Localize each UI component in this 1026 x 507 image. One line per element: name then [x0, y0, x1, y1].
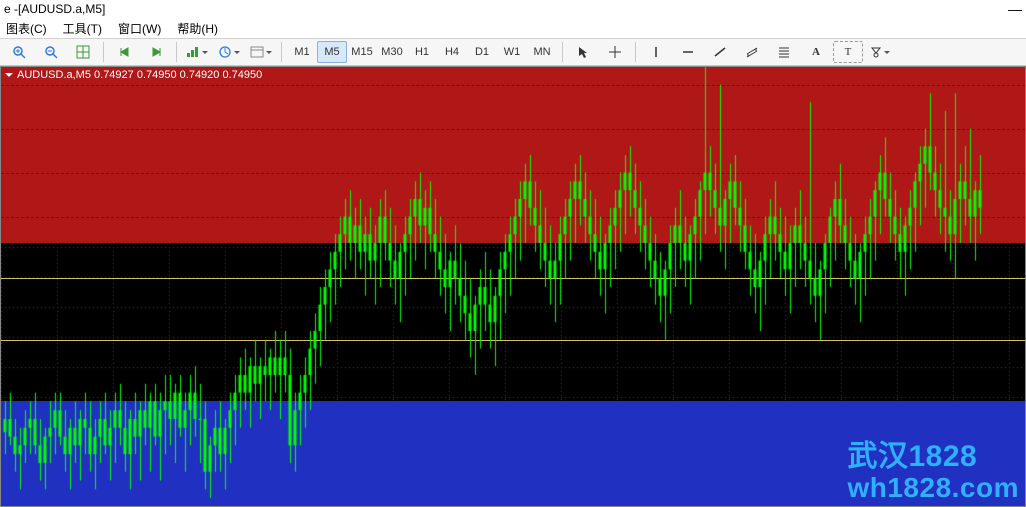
separator [176, 42, 177, 62]
grid-button[interactable] [68, 41, 98, 63]
text-a-button[interactable]: A [801, 41, 831, 63]
period-dropdown[interactable] [214, 41, 244, 63]
zoom-out-button[interactable] [36, 41, 66, 63]
separator [562, 42, 563, 62]
chart-title: AUDUSD.a,M5 0.74927 0.74950 0.74920 0.74… [5, 69, 262, 81]
objects-dropdown[interactable] [865, 41, 895, 63]
menu-help[interactable]: 帮助(H) [177, 20, 218, 37]
timeframe-d1[interactable]: D1 [467, 41, 497, 63]
template-dropdown[interactable] [246, 41, 276, 63]
chart-menu-icon[interactable] [5, 73, 13, 81]
menu-chart[interactable]: 图表(C) [6, 20, 47, 37]
timeframe-h4[interactable]: H4 [437, 41, 467, 63]
separator [281, 42, 282, 62]
step-back-button[interactable] [109, 41, 139, 63]
separator [103, 42, 104, 62]
timeframe-w1[interactable]: W1 [497, 41, 527, 63]
timeframe-m1[interactable]: M1 [287, 41, 317, 63]
chart-area[interactable]: AUDUSD.a,M5 0.74927 0.74950 0.74920 0.74… [0, 66, 1026, 507]
title-text: [AUDUSD.a,M5] [18, 2, 105, 16]
watermark-line2: wh1828.com [847, 473, 1019, 502]
menu-tools[interactable]: 工具(T) [63, 20, 102, 37]
timeframe-m15[interactable]: M15 [347, 41, 377, 63]
step-fwd-button[interactable] [141, 41, 171, 63]
menu-window[interactable]: 窗口(W) [118, 20, 161, 37]
timeframe-h1[interactable]: H1 [407, 41, 437, 63]
crosshair-button[interactable] [600, 41, 630, 63]
minimize-button[interactable]: — [1008, 0, 1022, 18]
watermark: 武汉1828 wh1828.com [847, 441, 1019, 502]
titlebar: e - [AUDUSD.a,M5] — [0, 0, 1026, 18]
timeframe-m30[interactable]: M30 [377, 41, 407, 63]
trendline-button[interactable] [705, 41, 735, 63]
vline-button[interactable] [641, 41, 671, 63]
timeframe-mn[interactable]: MN [527, 41, 557, 63]
watermark-line1: 武汉1828 [847, 441, 1019, 473]
title-prefix: e - [4, 2, 18, 16]
text-t-button[interactable]: T [833, 41, 863, 63]
app-window: e - [AUDUSD.a,M5] — 图表(C) 工具(T) 窗口(W) 帮助… [0, 0, 1026, 507]
chart-type-dropdown[interactable] [182, 41, 212, 63]
fibo-button[interactable] [769, 41, 799, 63]
separator [635, 42, 636, 62]
channel-button[interactable] [737, 41, 767, 63]
zoom-in-button[interactable] [4, 41, 34, 63]
toolbar: M1M5M15M30H1H4D1W1MN A T [0, 39, 1026, 66]
timeframe-group: M1M5M15M30H1H4D1W1MN [287, 41, 557, 63]
chart-label: AUDUSD.a,M5 0.74927 0.74950 0.74920 0.74… [17, 69, 262, 81]
cursor-arrow-button[interactable] [568, 41, 598, 63]
menubar: 图表(C) 工具(T) 窗口(W) 帮助(H) [0, 18, 1026, 39]
hline-button[interactable] [673, 41, 703, 63]
timeframe-m5[interactable]: M5 [317, 41, 347, 63]
